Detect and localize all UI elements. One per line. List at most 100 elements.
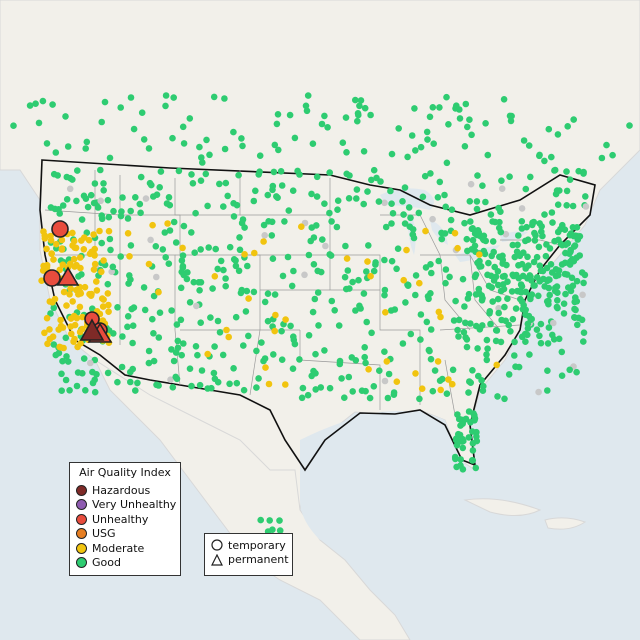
aqi-station-point[interactable]: [305, 332, 313, 339]
aqi-station-point[interactable]: [462, 100, 470, 108]
aqi-station-point[interactable]: [211, 343, 218, 350]
aqi-station-point[interactable]: [381, 199, 388, 207]
aqi-station-point[interactable]: [512, 363, 519, 371]
aqi-station-point[interactable]: [427, 355, 435, 363]
aqi-station-point[interactable]: [58, 236, 66, 244]
aqi-station-point[interactable]: [39, 97, 47, 105]
aqi-station-point[interactable]: [219, 351, 227, 359]
aqi-station-point[interactable]: [118, 363, 126, 371]
aqi-station-point[interactable]: [528, 291, 536, 298]
aqi-station-point[interactable]: [473, 205, 481, 213]
aqi-station-point[interactable]: [524, 253, 531, 261]
aqi-station-point[interactable]: [454, 326, 461, 334]
aqi-station-point[interactable]: [156, 184, 163, 191]
aqi-station-point[interactable]: [177, 316, 185, 324]
aqi-station-point[interactable]: [609, 151, 616, 159]
aqi-station-point[interactable]: [309, 140, 317, 147]
aqi-station-point[interactable]: [394, 245, 402, 252]
aqi-station-point[interactable]: [41, 235, 49, 242]
aqi-station-point[interactable]: [429, 387, 437, 395]
aqi-station-point[interactable]: [401, 220, 409, 227]
aqi-station-point[interactable]: [110, 207, 117, 215]
aqi-station-point[interactable]: [198, 367, 206, 374]
aqi-station-point[interactable]: [580, 329, 588, 337]
aqi-station-point[interactable]: [204, 350, 211, 358]
aqi-station-point[interactable]: [352, 96, 359, 104]
aqi-station-point[interactable]: [104, 280, 112, 288]
aqi-station-point[interactable]: [388, 150, 396, 158]
aqi-station-point[interactable]: [240, 386, 248, 394]
aqi-station-point[interactable]: [388, 200, 395, 207]
aqi-station-point[interactable]: [137, 209, 144, 217]
aqi-station-point[interactable]: [469, 236, 477, 244]
aqi-station-point[interactable]: [376, 367, 383, 375]
aqi-station-point[interactable]: [487, 211, 495, 218]
aqi-station-point[interactable]: [554, 228, 562, 236]
aqi-station-point[interactable]: [349, 388, 357, 395]
aqi-station-point[interactable]: [222, 275, 229, 282]
aqi-station-point[interactable]: [393, 378, 401, 386]
aqi-station-point[interactable]: [230, 128, 237, 136]
aqi-station-point[interactable]: [140, 284, 148, 291]
aqi-station-point[interactable]: [196, 381, 204, 389]
aqi-station-point[interactable]: [314, 289, 322, 296]
aqi-station-point[interactable]: [43, 314, 51, 322]
aqi-station-point[interactable]: [284, 253, 292, 261]
aqi-station-point[interactable]: [455, 430, 462, 438]
aqi-station-point[interactable]: [454, 244, 461, 252]
aqi-station-point[interactable]: [342, 114, 350, 121]
aqi-station-point[interactable]: [361, 344, 369, 351]
aqi-station-point[interactable]: [104, 290, 112, 297]
aqi-station-point[interactable]: [217, 257, 225, 265]
aqi-station-point[interactable]: [495, 309, 503, 317]
aqi-station-point[interactable]: [47, 310, 54, 317]
aqi-station-point[interactable]: [209, 285, 216, 292]
aqi-station-point[interactable]: [192, 343, 200, 350]
aqi-station-point[interactable]: [245, 295, 252, 302]
aqi-station-point[interactable]: [282, 381, 289, 388]
aqi-station-point[interactable]: [552, 272, 560, 280]
aqi-station-point[interactable]: [464, 123, 471, 131]
aqi-station-point[interactable]: [175, 167, 183, 175]
aqi-station-point[interactable]: [138, 109, 146, 116]
permanent-hazardous-marker[interactable]: [79, 318, 105, 341]
aqi-station-point[interactable]: [345, 373, 353, 381]
aqi-station-points[interactable]: [10, 92, 633, 535]
aqi-station-point[interactable]: [527, 316, 535, 324]
aqi-station-point[interactable]: [150, 357, 158, 365]
aqi-station-point[interactable]: [238, 135, 245, 142]
aqi-station-point[interactable]: [124, 323, 131, 331]
aqi-station-point[interactable]: [535, 292, 542, 300]
aqi-station-point[interactable]: [305, 251, 313, 259]
aqi-station-point[interactable]: [563, 168, 570, 175]
aqi-station-point[interactable]: [41, 329, 48, 337]
aqi-station-point[interactable]: [345, 195, 353, 202]
aqi-station-point[interactable]: [339, 139, 347, 146]
aqi-station-point[interactable]: [253, 384, 260, 391]
aqi-station-point[interactable]: [264, 191, 272, 199]
aqi-station-point[interactable]: [568, 255, 576, 263]
temporary-unhealthy-marker[interactable]: [51, 220, 69, 238]
aqi-station-point[interactable]: [43, 263, 51, 271]
aqi-station-point[interactable]: [100, 257, 107, 264]
aqi-station-point[interactable]: [68, 330, 75, 338]
aqi-station-point[interactable]: [459, 444, 467, 452]
aqi-station-point[interactable]: [445, 121, 452, 128]
aqi-station-point[interactable]: [268, 218, 276, 226]
aqi-station-point[interactable]: [404, 282, 412, 290]
aqi-station-point[interactable]: [462, 334, 469, 341]
aqi-station-point[interactable]: [243, 287, 251, 295]
aqi-station-point[interactable]: [507, 117, 515, 125]
aqi-station-point[interactable]: [498, 185, 506, 192]
aqi-station-point[interactable]: [210, 93, 218, 101]
aqi-station-point[interactable]: [63, 302, 70, 309]
aqi-station-point[interactable]: [562, 290, 569, 298]
aqi-station-point[interactable]: [467, 218, 474, 225]
aqi-station-point[interactable]: [473, 198, 481, 205]
aqi-station-point[interactable]: [603, 141, 610, 149]
aqi-station-point[interactable]: [319, 236, 326, 243]
aqi-station-point[interactable]: [59, 357, 66, 365]
aqi-station-point[interactable]: [553, 303, 561, 311]
aqi-station-point[interactable]: [82, 145, 89, 152]
aqi-station-point[interactable]: [220, 203, 227, 210]
